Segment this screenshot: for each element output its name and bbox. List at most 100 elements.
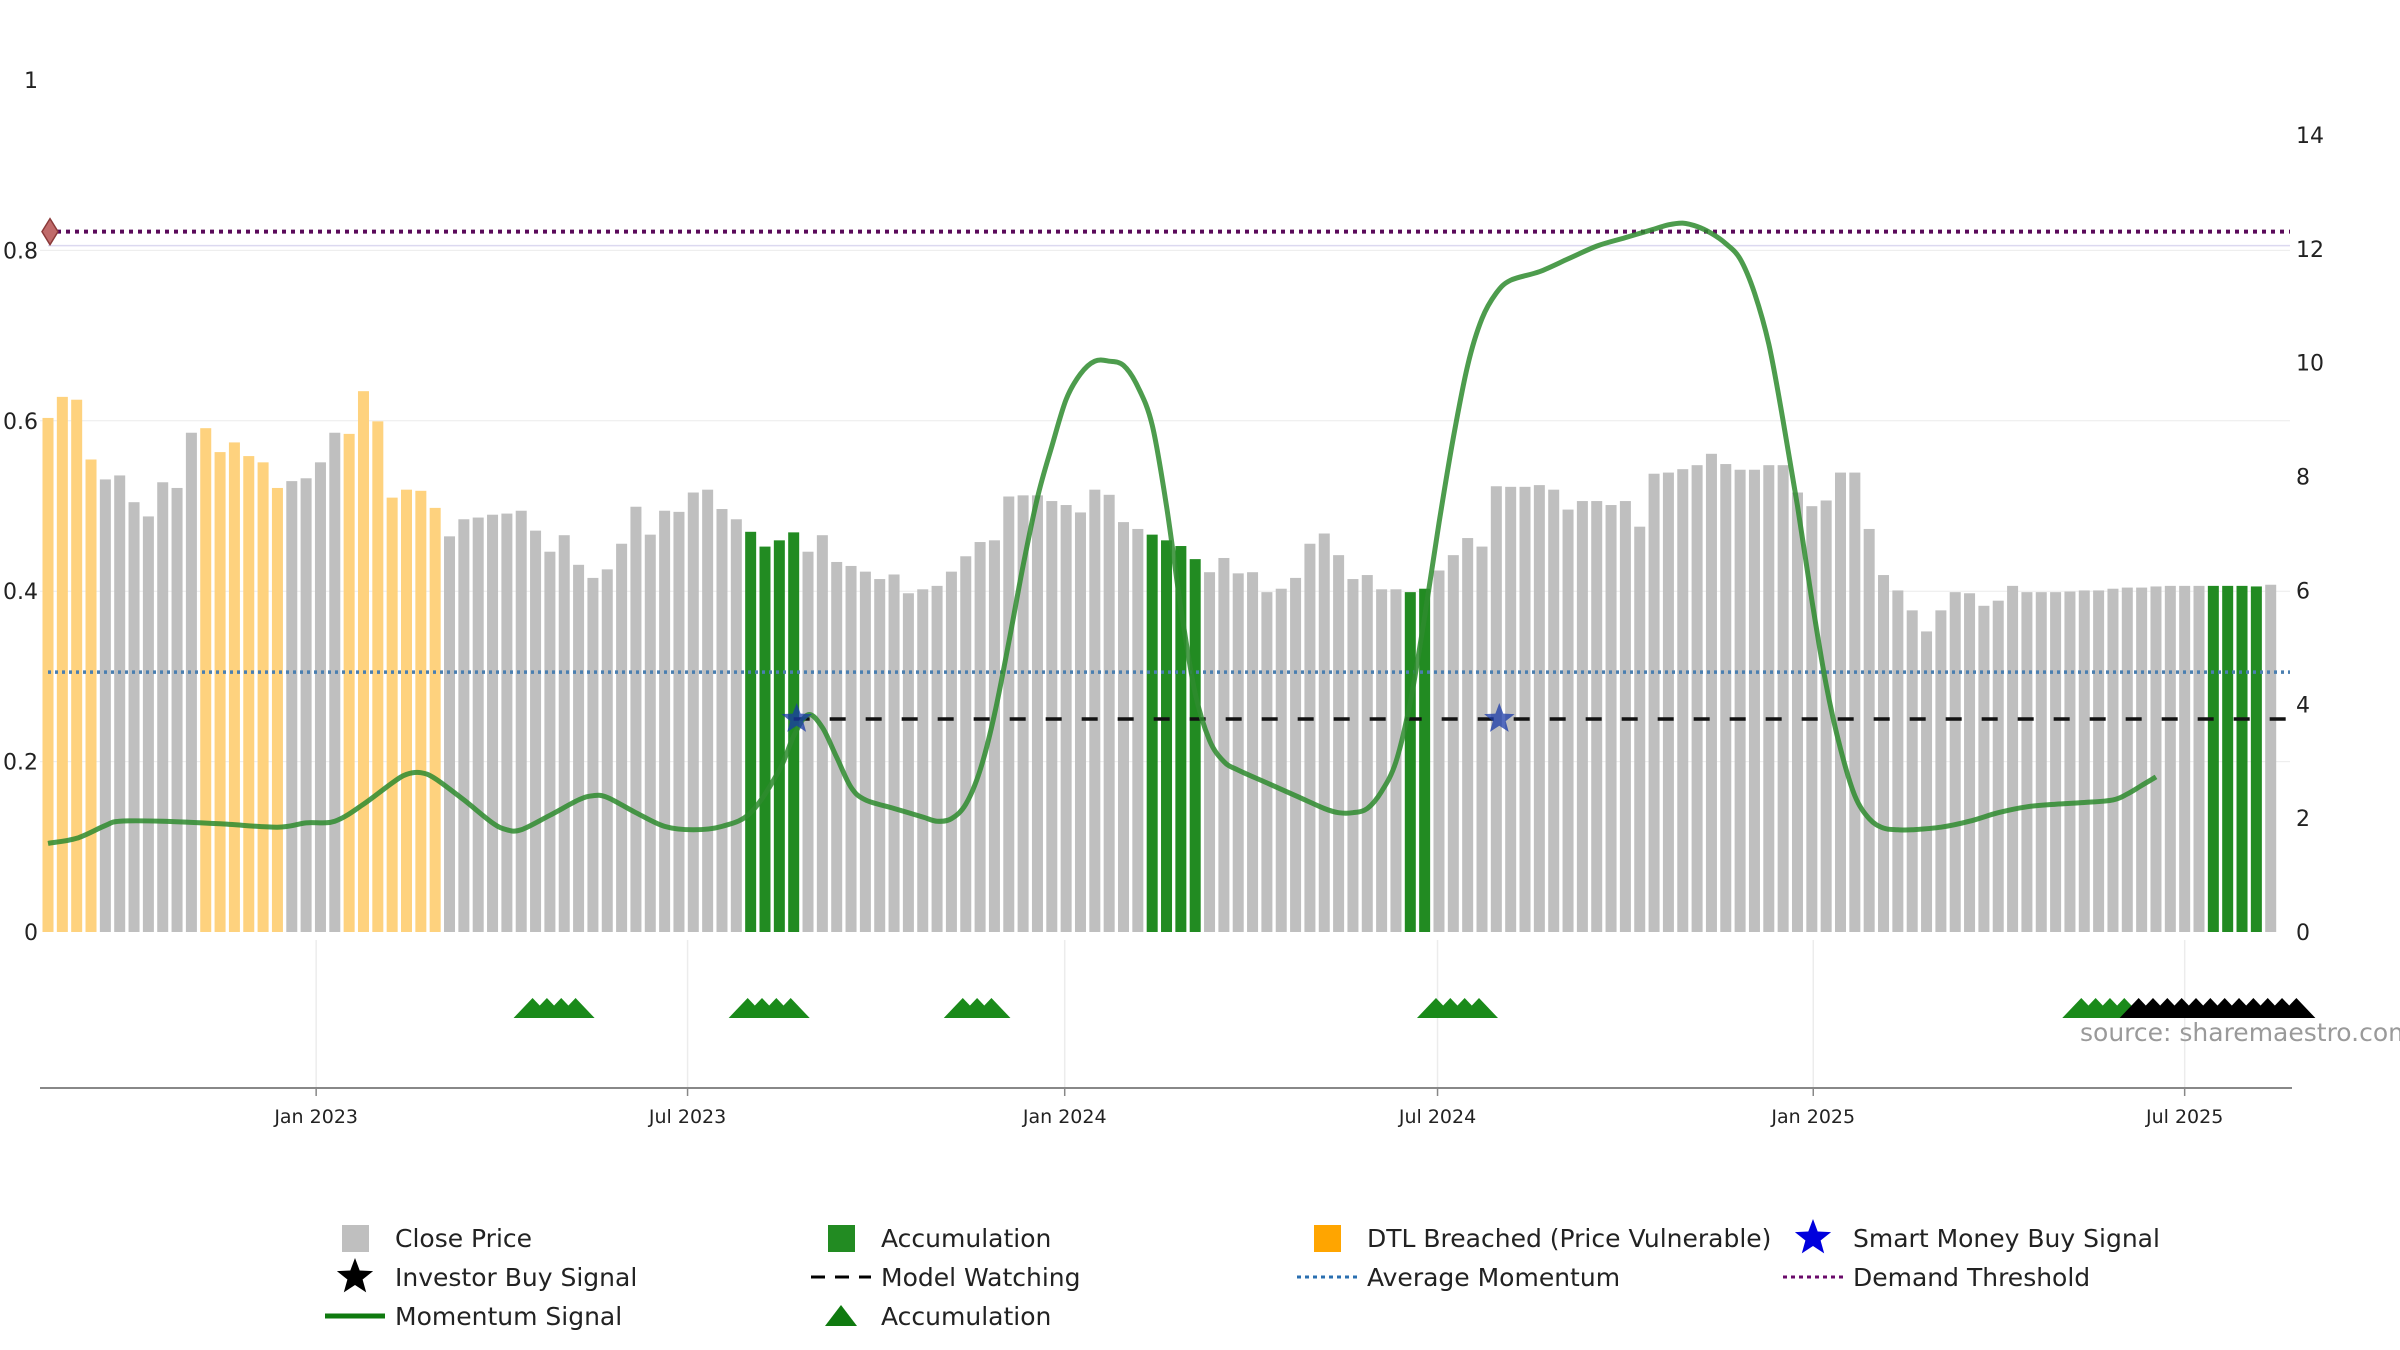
smart-money-star — [781, 703, 812, 732]
close-price-bar — [702, 489, 714, 932]
close-price-bar — [1605, 505, 1617, 932]
close-price-bar — [1261, 592, 1273, 932]
close-price-bar — [2121, 587, 2133, 932]
legend: Close Price Accumulation DTL Breached (Pri… — [325, 1219, 2160, 1331]
close-price-bar — [1949, 592, 1961, 932]
legend-label: Accumulation — [881, 1224, 1051, 1253]
close-price-bar — [1777, 465, 1789, 932]
legend-label: Accumulation — [881, 1302, 1051, 1331]
close-price-bar — [1835, 472, 1846, 932]
left-axis-ticks: 0 0.2 0.4 0.6 0.8 1 — [3, 69, 38, 946]
accumulation-bar — [2236, 585, 2248, 932]
close-price-bar — [659, 510, 671, 932]
accumulation-bar — [1404, 592, 1416, 932]
close-price-bar — [1734, 469, 1746, 932]
close-price-bar — [960, 556, 972, 932]
accumulation-triangle — [972, 998, 1011, 1018]
signal-panel — [40, 998, 2316, 1089]
close-price-bar — [2021, 592, 2033, 932]
close-price-bar — [286, 481, 298, 932]
close-price-bar — [300, 478, 312, 932]
close-price-bar — [1490, 486, 1502, 932]
x-tick-label: Jan 2023 — [273, 1106, 358, 1128]
investor-buy-legend-icon — [336, 1258, 374, 1293]
close-price-bar — [601, 569, 613, 932]
close-price-bar — [1548, 489, 1560, 932]
close-price-legend-icon — [342, 1225, 369, 1252]
close-price-bar — [1849, 472, 1861, 932]
close-price-bar — [157, 482, 169, 932]
accumulation-bar — [759, 546, 771, 932]
legend-label: Average Momentum — [1367, 1263, 1620, 1292]
close-price-bar — [1074, 512, 1086, 932]
close-price-bar — [1992, 600, 2004, 932]
close-price-bar — [1232, 573, 1244, 932]
close-price-bar — [1247, 572, 1259, 932]
close-price-bar — [501, 513, 513, 932]
legend-label: Close Price — [395, 1224, 532, 1253]
close-price-bar — [1089, 489, 1101, 932]
close-price-bar — [1748, 469, 1760, 932]
close-price-bar — [1662, 472, 1674, 932]
close-price-bar — [1017, 495, 1029, 932]
close-price-bar — [630, 506, 642, 932]
close-price-bar — [2136, 587, 2148, 932]
close-price-bar — [444, 536, 456, 932]
close-price-bar — [1562, 509, 1574, 932]
close-price-bar — [1031, 495, 1043, 932]
accumulation-bar — [1175, 546, 1187, 932]
dtl-bar — [372, 421, 384, 932]
close-price-bar — [329, 432, 341, 932]
close-price-bar — [1591, 501, 1603, 932]
close-price-bar — [1634, 526, 1646, 932]
close-price-bar — [1892, 590, 1904, 932]
close-price-bar — [888, 574, 900, 932]
x-tick-label: Jul 2023 — [648, 1106, 726, 1128]
investor-marker — [2277, 998, 2316, 1018]
close-price-bar — [988, 540, 1000, 932]
close-price-bar — [185, 432, 197, 932]
close-price-bar — [931, 585, 943, 932]
close-price-bar — [845, 565, 857, 932]
close-price-bar — [2164, 585, 2176, 932]
close-price-bar — [1878, 575, 1890, 932]
close-price-bar — [1720, 464, 1732, 932]
momentum-signal-line — [47, 220, 2158, 846]
close-price-bar — [1705, 453, 1717, 932]
accumulation-triangle-legend-icon — [825, 1305, 857, 1326]
close-price-bar — [616, 543, 628, 932]
dtl-bar — [243, 456, 255, 932]
close-price-bar — [1677, 469, 1689, 932]
accumulation-bar — [2222, 585, 2234, 932]
right-tick-label: 10 — [2296, 352, 2324, 377]
right-tick-label: 14 — [2296, 124, 2324, 149]
close-price-bar — [730, 519, 742, 932]
left-tick-label: 0.6 — [3, 410, 38, 435]
close-price-bar — [1820, 500, 1832, 932]
close-price-bar — [1447, 555, 1459, 932]
close-price-bar — [1978, 605, 1990, 932]
x-tick-label: Jan 2025 — [1770, 1106, 1855, 1128]
signal-lines — [41, 217, 2304, 846]
close-price-bar — [945, 571, 957, 932]
x-tick-label: Jan 2024 — [1022, 1106, 1107, 1128]
legend-label: Investor Buy Signal — [395, 1263, 637, 1292]
dtl-bar — [401, 489, 412, 932]
close-price-bar — [573, 564, 585, 932]
close-price-bar — [1648, 473, 1660, 932]
accumulation-triangle — [556, 998, 595, 1018]
close-price-bar — [558, 535, 570, 932]
accumulation-legend-icon — [828, 1225, 855, 1252]
close-price-bar — [171, 487, 183, 932]
close-price-bar — [974, 542, 986, 932]
right-tick-label: 2 — [2296, 807, 2310, 832]
dtl-bar — [257, 462, 269, 932]
close-price-bar — [673, 511, 685, 932]
right-tick-label: 0 — [2296, 921, 2310, 946]
dtl-bar — [357, 391, 369, 932]
close-price-bar — [816, 535, 828, 932]
right-tick-label: 6 — [2296, 579, 2310, 604]
close-price-bar — [1046, 501, 1058, 932]
smart-money-star — [1484, 703, 1515, 732]
